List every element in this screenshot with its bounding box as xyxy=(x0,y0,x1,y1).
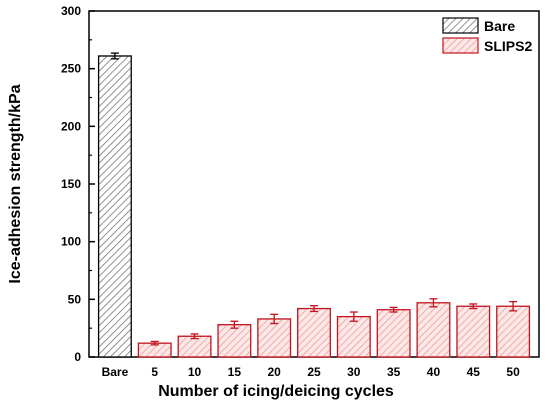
bar-slips2-40 xyxy=(416,302,451,358)
x-tick-label: 35 xyxy=(387,365,401,379)
legend-label-slips2: SLIPS2 xyxy=(484,38,532,54)
x-tick-label: 30 xyxy=(347,365,361,379)
error-bar xyxy=(310,305,318,313)
legend-swatch-slips2 xyxy=(442,37,479,54)
x-tick-label: 45 xyxy=(467,365,481,379)
bar-slips2-30 xyxy=(336,315,371,358)
bar-bare-bare xyxy=(97,55,132,358)
y-tick-label: 150 xyxy=(61,177,81,191)
bar-slips2-10 xyxy=(177,335,212,358)
error-bar xyxy=(150,340,159,346)
error-bar xyxy=(349,311,358,322)
error-bar xyxy=(509,300,518,312)
x-axis: Bare 5 10 15 20 25 30 35 40 45 50 xyxy=(102,365,521,379)
bar-slips2-15 xyxy=(217,324,252,358)
bar-slips2-50 xyxy=(496,305,531,358)
error-bar xyxy=(190,333,199,340)
x-tick-label: 5 xyxy=(151,365,158,379)
bar-slips2-25 xyxy=(297,307,331,358)
error-bar xyxy=(230,320,239,329)
x-tick-label: 10 xyxy=(188,365,202,379)
bar-slips2-35 xyxy=(376,309,411,358)
bar-slips2-45 xyxy=(456,305,491,358)
x-tick-label: 50 xyxy=(506,365,520,379)
error-bar xyxy=(110,52,119,60)
x-tick-label: 40 xyxy=(427,365,441,379)
legend: Bare SLIPS2 xyxy=(442,17,532,54)
bar-slips2-20 xyxy=(257,318,292,358)
y-tick-label: 50 xyxy=(68,292,82,306)
x-tick-label: 25 xyxy=(307,365,321,379)
bars xyxy=(97,52,531,358)
x-tick-label: Bare xyxy=(102,365,129,379)
x-tick-label: 15 xyxy=(228,365,242,379)
error-bar xyxy=(389,306,398,313)
error-bar xyxy=(270,313,279,325)
y-axis-title: Ice-adhesion strength/kPa xyxy=(7,84,24,283)
legend-swatch-bare xyxy=(442,17,479,34)
y-tick-label: 100 xyxy=(61,235,81,249)
legend-label-bare: Bare xyxy=(484,18,515,34)
y-tick-label: 300 xyxy=(61,4,81,18)
y-tick-label: 0 xyxy=(74,350,81,364)
error-bar xyxy=(469,303,478,310)
y-tick-label: 200 xyxy=(61,119,81,133)
y-axis: 0 50 100 150 200 250 300 xyxy=(61,4,95,364)
y-tick-label: 250 xyxy=(61,62,81,76)
error-bar xyxy=(429,298,438,308)
x-axis-title: Number of icing/deicing cycles xyxy=(158,383,394,400)
x-tick-label: 20 xyxy=(268,365,282,379)
